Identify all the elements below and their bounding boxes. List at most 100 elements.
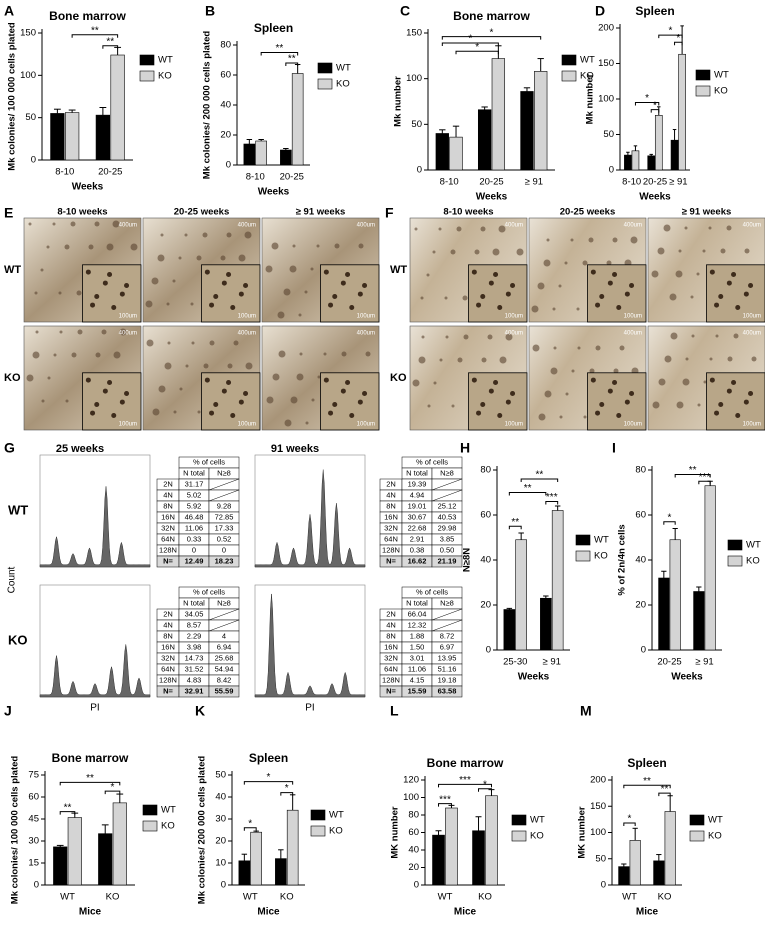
table-value: 128N <box>382 545 400 554</box>
legend-swatch <box>310 825 326 837</box>
stained-cell <box>202 232 208 238</box>
scale-label: 400um <box>743 223 761 229</box>
stained-cell <box>651 270 659 278</box>
table-value: 25.68 <box>215 653 234 662</box>
inset-cell <box>595 302 601 308</box>
table-header: % of cells <box>416 457 448 466</box>
stained-cell <box>305 421 309 425</box>
stained-cell <box>167 341 171 345</box>
inset-cell <box>349 412 355 418</box>
x-tick-label: KO <box>280 892 294 903</box>
x-tick-label: 20-25 <box>643 177 667 188</box>
stained-cell <box>703 380 707 384</box>
stained-cell <box>480 226 486 232</box>
inset-cell <box>94 293 100 299</box>
stained-cell <box>420 296 424 300</box>
x-tick-label: 8-10 <box>622 177 641 188</box>
panel-letter: H <box>460 440 470 456</box>
inset-cell <box>612 379 618 385</box>
inset-cell <box>714 410 720 416</box>
legend-swatch <box>689 830 705 842</box>
bar <box>678 53 686 171</box>
table-value: 4.15 <box>410 675 425 684</box>
significance-label: * <box>645 93 649 104</box>
table-value: 5.02 <box>187 490 202 499</box>
inset-cell <box>510 282 516 288</box>
significance-label: * <box>668 26 672 37</box>
stained-cell <box>28 222 32 226</box>
stained-cell <box>157 254 165 262</box>
stained-cell <box>58 291 62 295</box>
table-value: 8N <box>163 501 173 510</box>
y-axis-label: MK number <box>577 806 588 859</box>
bar <box>624 154 632 171</box>
inset-cell <box>599 293 605 299</box>
significance-bracket <box>650 109 660 113</box>
table-value: 3.98 <box>187 642 202 651</box>
significance-bracket <box>441 42 499 47</box>
x-tick-label: 20-25 <box>280 172 304 183</box>
table-column: N total <box>406 468 428 477</box>
error-bar <box>278 849 284 859</box>
significance-label: * <box>285 783 289 794</box>
stained-cell <box>283 288 291 296</box>
stained-cell <box>292 244 296 248</box>
table-value: 128N <box>159 675 177 684</box>
bar <box>515 539 527 651</box>
panel-letter: M <box>580 703 592 719</box>
table-value: 3.01 <box>410 653 425 662</box>
x-axis-label: Weeks <box>476 192 508 203</box>
table-value: 128N <box>159 545 177 554</box>
stained-cell <box>71 352 77 358</box>
table-value: 19.39 <box>408 479 427 488</box>
stained-cell <box>606 260 612 266</box>
table-value: 14.73 <box>185 653 204 662</box>
bar <box>631 150 640 171</box>
stained-cell <box>720 248 726 254</box>
significance-label: ** <box>91 25 99 36</box>
x-axis-label: Mice <box>636 907 659 918</box>
table-value: 3.85 <box>440 534 455 543</box>
error-bar <box>626 151 630 156</box>
stained-cell <box>203 363 209 369</box>
chart-title: Spleen <box>627 756 666 770</box>
stained-cell <box>311 398 315 402</box>
legend-label: WT <box>746 540 761 551</box>
column-header: 8-10 weeks <box>443 207 493 218</box>
y-tick-label: 50 <box>411 119 422 130</box>
inset-cell <box>497 304 503 310</box>
y-axis-label: Mk number <box>393 76 404 127</box>
stained-cell <box>552 307 556 311</box>
significance-bracket <box>623 822 636 827</box>
legend-swatch <box>561 54 577 66</box>
error-bar <box>241 853 248 861</box>
table-column: N total <box>183 468 205 477</box>
table-value: 8N <box>163 631 173 640</box>
inset-cell <box>323 269 329 275</box>
y-tick-label: 200 <box>590 775 606 786</box>
inset-cell <box>471 377 477 383</box>
scale-label: 400um <box>238 331 256 337</box>
chart-title: Spleen <box>249 751 288 765</box>
stained-cell <box>35 330 39 334</box>
stained-cell <box>582 260 588 266</box>
legend-label: KO <box>594 551 608 562</box>
inset-cell <box>590 377 596 383</box>
panel-letter: J <box>4 703 12 719</box>
y-tick-label: 50 <box>603 129 614 140</box>
bar <box>250 831 262 886</box>
stained-cell <box>684 226 688 230</box>
table-value: 2N <box>386 479 396 488</box>
table-value: 2N <box>163 479 173 488</box>
table-value: 4N <box>386 490 396 499</box>
x-tick-label: 8-10 <box>440 177 459 188</box>
inset-cell <box>243 390 249 396</box>
stained-cell <box>64 244 70 250</box>
table-value: 4 <box>222 631 226 640</box>
table-value: 4.94 <box>410 490 425 499</box>
inset-cell <box>616 304 622 310</box>
inset-cell <box>590 269 596 275</box>
table-cell <box>431 555 463 568</box>
table-value: 31.52 <box>185 664 204 673</box>
bar <box>67 817 82 886</box>
